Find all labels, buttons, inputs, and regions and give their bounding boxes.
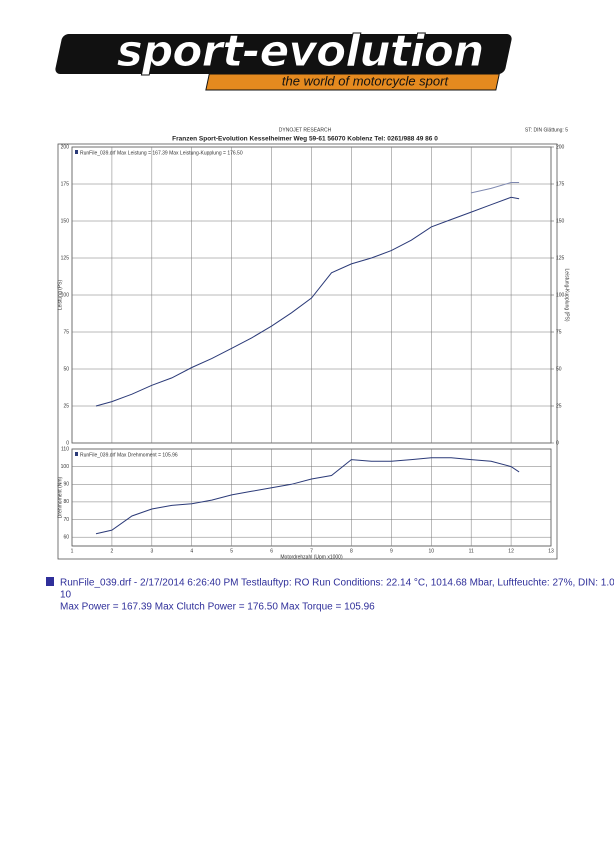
tagline-band (205, 73, 500, 91)
y2-tick-label: 0 (556, 440, 559, 446)
tagline: the world of motorcycle sport (282, 73, 450, 88)
footer-line: 10 (60, 590, 72, 601)
legend: RunFile_039.drf Max Drehmoment = 105.96 (80, 452, 178, 458)
x-tick-label: 6 (270, 548, 273, 554)
y-tick-label: 0 (66, 440, 69, 446)
y2-tick-label: 25 (556, 403, 562, 409)
y-tick-label: 80 (63, 499, 69, 505)
x-tick-label: 9 (390, 548, 393, 554)
y-tick-label: 50 (63, 366, 69, 372)
y-axis-label: Leistung (PS) (57, 280, 63, 311)
settings: ST: DIN Glättung: 5 (525, 127, 568, 133)
footer-line: Max Power = 167.39 Max Clutch Power = 17… (60, 602, 375, 613)
series-line (95, 457, 520, 535)
y-tick-label: 175 (61, 181, 70, 187)
x-tick-label: 3 (150, 548, 153, 554)
series-line (471, 182, 520, 194)
y-tick-label: 200 (61, 144, 70, 150)
y2-tick-label: 50 (556, 366, 562, 372)
x-tick-label: 7 (310, 548, 313, 554)
x-tick-label: 13 (548, 548, 554, 554)
x-tick-label: 4 (190, 548, 193, 554)
logo-band (55, 34, 512, 74)
x-tick-label: 10 (428, 548, 434, 554)
y-tick-label: 70 (63, 517, 69, 523)
y2-tick-label: 75 (556, 329, 562, 335)
x-tick-label: 8 (350, 548, 353, 554)
y-tick-label: 100 (61, 292, 70, 298)
x-tick-label: 12 (508, 548, 514, 554)
legend: RunFile_039.drf Max Leistung = 167.39 Ma… (80, 150, 243, 156)
x-tick-label: 1 (71, 548, 74, 554)
x-tick-label: 11 (469, 548, 474, 554)
logo: sport-evolution the world of motorcycle … (55, 26, 512, 91)
legend-swatch (75, 150, 78, 154)
x-tick-label: 2 (111, 548, 114, 554)
y2-tick-label: 125 (556, 255, 565, 261)
y-tick-label: 110 (61, 446, 69, 452)
y2-tick-label: 150 (556, 218, 565, 224)
footer-line: RunFile_039.drf - 2/17/2014 6:26:40 PM T… (60, 578, 614, 589)
y-tick-label: 75 (63, 329, 69, 335)
chart-frame (57, 143, 558, 560)
y-axis-label: Drehmoment (Nm) (57, 476, 63, 518)
y2-tick-label: 100 (556, 292, 565, 298)
y-tick-label: 25 (63, 403, 69, 409)
y-tick-label: 150 (61, 218, 70, 224)
x-tick-label: 5 (230, 548, 233, 554)
x-axis-label: Motordrehzahl (Upm x1000) (280, 554, 343, 560)
logo-text: sport-evolution (117, 26, 484, 77)
y2-tick-label: 175 (556, 181, 565, 187)
y-tick-label: 125 (61, 255, 70, 261)
brand: DYNOJET RESEARCH (279, 127, 332, 133)
y-tick-label: 100 (61, 464, 70, 470)
y2-tick-label: 200 (556, 144, 565, 150)
series-line (95, 196, 520, 407)
shop: Franzen Sport-Evolution Kesselheimer Weg… (172, 136, 438, 143)
y-tick-label: 60 (63, 535, 69, 541)
legend-swatch (75, 452, 78, 456)
y-tick-label: 90 (63, 482, 69, 488)
y2-axis-label: Leistung-Kupplung (PS) (564, 268, 570, 321)
run-icon (46, 577, 54, 586)
